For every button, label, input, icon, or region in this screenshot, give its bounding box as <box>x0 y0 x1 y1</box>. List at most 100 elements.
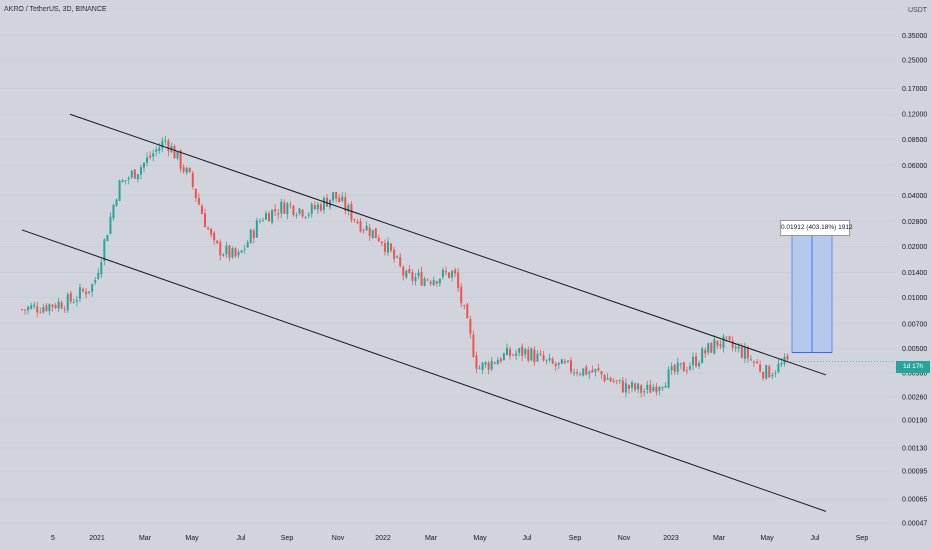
candle-body <box>292 205 295 216</box>
candle-body <box>658 387 661 391</box>
candle-body <box>213 232 216 241</box>
candle-body <box>164 140 167 142</box>
candle-body <box>502 353 505 361</box>
candle-body <box>551 358 554 364</box>
candle-body <box>643 391 646 393</box>
candle-body <box>670 366 673 371</box>
candle-body <box>268 213 271 222</box>
candle-body <box>390 243 393 251</box>
candle-body <box>265 213 267 220</box>
y-tick-label: 0.00500 <box>902 346 927 353</box>
candle-body <box>609 377 612 382</box>
candle-body <box>57 301 60 309</box>
x-tick-label: May <box>185 535 199 542</box>
candle-body <box>356 221 359 223</box>
candle-body <box>85 291 88 295</box>
candle-body <box>362 229 365 231</box>
candle-body <box>240 250 243 253</box>
candle-body <box>173 145 176 159</box>
channel-trendline <box>69 113 827 376</box>
candle-body <box>753 361 755 363</box>
x-tick-label: Mar <box>713 535 726 542</box>
candle-body <box>377 237 380 242</box>
candle-body <box>121 180 124 182</box>
candle-body <box>326 197 328 207</box>
candle-body <box>582 368 585 376</box>
candle-body <box>387 241 389 253</box>
candle-body <box>118 180 121 201</box>
candle-body <box>27 306 30 311</box>
candle-body <box>737 346 740 349</box>
candle-body <box>289 204 292 206</box>
candle-body <box>88 291 91 293</box>
candle-body <box>21 309 23 310</box>
currency-label: USDT <box>908 7 928 14</box>
candle-body <box>222 254 225 256</box>
candle-body <box>109 216 112 234</box>
candle-body <box>75 300 78 302</box>
candle-body <box>484 362 487 365</box>
candle-body <box>518 348 521 353</box>
candle-body <box>667 369 670 388</box>
candle-body <box>130 170 133 178</box>
candle-body <box>475 355 478 369</box>
candle-body <box>545 359 548 361</box>
candle-body <box>524 348 527 355</box>
candle-body <box>640 385 643 393</box>
candle-body <box>231 248 234 258</box>
candle-body <box>679 363 682 365</box>
candle-body <box>743 347 746 359</box>
y-tick-label: 0.00260 <box>902 394 927 401</box>
candle-body <box>704 350 707 354</box>
candle-body <box>490 360 493 370</box>
candle-body <box>249 229 252 243</box>
candle-body <box>158 147 161 152</box>
candle-body <box>42 307 45 313</box>
candle-body <box>380 241 383 244</box>
y-tick-label: 0.00095 <box>902 469 927 476</box>
candle-body <box>496 360 499 365</box>
candle-body <box>271 209 274 223</box>
candle-body <box>103 239 106 261</box>
y-tick-label: 0.00130 <box>902 445 927 452</box>
candle-body <box>426 279 429 281</box>
candle-body <box>411 272 414 281</box>
candle-body <box>207 227 210 230</box>
candle-body <box>527 349 530 361</box>
candle-body <box>60 302 63 309</box>
candle-body <box>350 203 353 220</box>
candle-body <box>509 349 511 357</box>
candle-body <box>420 271 423 286</box>
candle-body <box>573 372 576 374</box>
candle-body <box>734 346 737 349</box>
y-tick-label: 0.02800 <box>902 219 927 226</box>
candle-body <box>472 334 475 357</box>
candle-body <box>612 380 615 383</box>
candle-body <box>176 151 179 159</box>
candle-body <box>740 346 743 358</box>
candle-body <box>481 362 484 370</box>
x-tick-label: Sep <box>281 535 294 542</box>
candle-body <box>347 205 350 212</box>
candle-body <box>469 319 472 334</box>
y-tick-label: 0.00190 <box>902 417 927 424</box>
candle-body <box>676 362 679 372</box>
candle-body <box>673 364 676 372</box>
candle-body <box>542 355 545 361</box>
candle-body <box>36 306 39 313</box>
candle-body <box>432 279 435 286</box>
candle-body <box>252 230 255 239</box>
candle-body <box>310 204 313 214</box>
candle-body <box>774 373 777 375</box>
candle-body <box>536 353 539 362</box>
candle-body <box>45 305 48 311</box>
x-tick-label: Nov <box>332 535 345 542</box>
candle-body <box>161 141 164 149</box>
candle-body <box>82 288 84 292</box>
y-tick-label: 0.35000 <box>902 33 927 40</box>
candle-body <box>615 380 618 382</box>
candle-body <box>746 347 749 359</box>
y-tick-label: 0.00047 <box>902 521 927 528</box>
